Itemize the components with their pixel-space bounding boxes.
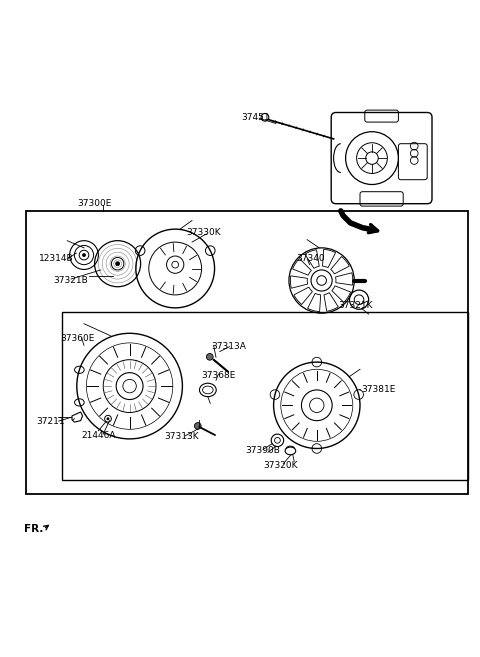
Text: 37321B: 37321B (54, 276, 88, 285)
Circle shape (194, 422, 201, 429)
Circle shape (82, 253, 86, 257)
Text: 37360E: 37360E (60, 334, 95, 342)
Text: 37313K: 37313K (164, 432, 199, 441)
Circle shape (206, 353, 213, 360)
Text: 37340: 37340 (296, 254, 325, 263)
Text: 37390B: 37390B (245, 446, 280, 455)
Circle shape (107, 417, 109, 420)
Text: 37211: 37211 (36, 417, 65, 426)
Text: 37368E: 37368E (202, 371, 236, 380)
Text: 21446A: 21446A (82, 430, 116, 440)
Text: 37381E: 37381E (361, 385, 396, 394)
Text: 37451: 37451 (241, 113, 270, 122)
Circle shape (115, 261, 120, 266)
Text: 37321K: 37321K (338, 301, 373, 310)
Text: 37330K: 37330K (186, 228, 221, 237)
Text: 37300E: 37300E (77, 199, 111, 208)
Text: 37320K: 37320K (263, 461, 298, 470)
Text: 37313A: 37313A (211, 342, 246, 351)
Text: 12314B: 12314B (39, 254, 74, 263)
Text: FR.: FR. (24, 524, 43, 534)
